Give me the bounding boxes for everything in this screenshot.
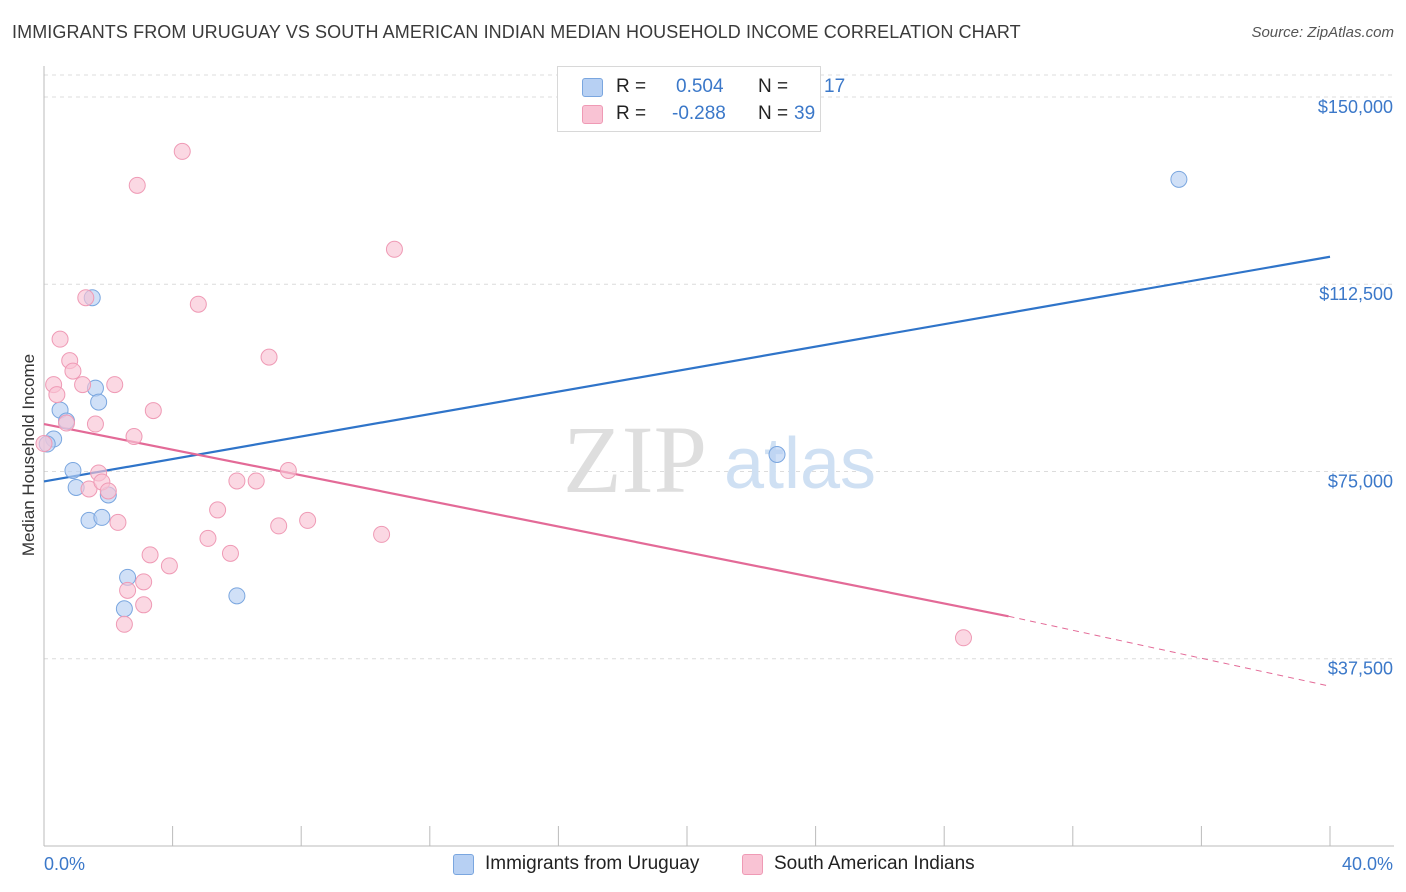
y-tick-label: $75,000 [1328,471,1393,491]
point-sai [247,472,265,490]
point-sai [128,176,146,194]
trend-lines [43,255,1331,687]
watermark-zip: ZIP [563,406,707,513]
y-tick-label: $37,500 [1328,659,1393,679]
point-sai [228,472,246,490]
point-sai [135,573,153,591]
x-tick-label-min: 0.0% [44,854,85,874]
point-uruguay [768,446,786,464]
stats-legend: R = 0.504 N = 17 R = -0.288 N = 39 [557,66,845,132]
legend-n-value-uruguay: 17 [824,76,846,97]
point-uruguay [115,600,133,618]
legend-n-label: N = [758,76,789,97]
grid-layer [44,74,1394,660]
point-sai [173,142,191,160]
legend-r-value-uruguay: 0.504 [676,76,724,97]
bottom-legend-label-uruguay: Immigrants from Uruguay [485,853,700,874]
data-points [35,142,1188,647]
bottom-legend-label-sai: South American Indians [774,853,975,874]
point-sai [77,289,95,307]
watermark-atlas: atlas [724,424,876,504]
trend-line-uruguay [43,255,1331,483]
point-sai [80,480,98,498]
x-tick-label-max: 40.0% [1342,854,1393,874]
point-sai [125,428,143,446]
legend-n-value-sai: 39 [794,103,816,124]
point-uruguay [90,393,108,411]
y-axis-label: Median Household Income [19,354,38,556]
point-sai [189,295,207,313]
point-sai [51,330,69,348]
legend-r-value-sai: -0.288 [672,103,726,124]
point-sai [260,348,278,366]
point-uruguay [228,587,246,605]
point-sai [279,461,297,479]
point-sai [373,525,391,543]
point-sai [64,362,82,380]
point-sai [144,402,162,420]
legend-r-label: R = [616,103,647,124]
trend-line-sai [43,422,1009,618]
point-sai [199,529,217,547]
legend-swatch-sai [582,105,603,124]
point-sai [221,544,239,562]
point-sai [209,501,227,519]
bottom-legend-swatch-uruguay [453,854,474,875]
y-tick-label: $150,000 [1318,97,1393,117]
legend-swatch-uruguay [582,78,603,97]
point-sai [115,615,133,633]
point-uruguay [93,508,111,526]
trend-line-sai-extension [1008,615,1331,687]
point-sai [160,557,178,575]
point-sai [385,240,403,258]
point-sai [35,435,53,453]
y-tick-label: $112,500 [1319,284,1393,304]
bottom-legend-swatch-sai [742,854,763,875]
point-sai [270,517,288,535]
point-sai [299,511,317,529]
legend-r-label: R = [616,76,647,97]
point-sai [954,629,972,647]
point-sai [58,414,76,432]
legend-n-label: N = [758,103,789,124]
point-uruguay [64,461,82,479]
point-sai [106,376,124,394]
axis-layer: $37,500 $75,000 $112,500 $150,000 0.0% 40.0% [43,66,1394,874]
point-sai [141,546,159,564]
point-sai [119,581,137,599]
watermark: ZIP atlas [563,406,876,513]
point-sai [135,596,153,614]
point-sai [48,386,66,404]
point-uruguay [1170,170,1188,188]
point-sai [109,513,127,531]
point-sai [86,415,104,433]
source-label: Source: ZipAtlas.com [1251,24,1394,41]
chart-title: IMMIGRANTS FROM URUGUAY VS SOUTH AMERICA… [12,22,1021,42]
point-sai [99,482,117,500]
point-sai [74,376,92,394]
